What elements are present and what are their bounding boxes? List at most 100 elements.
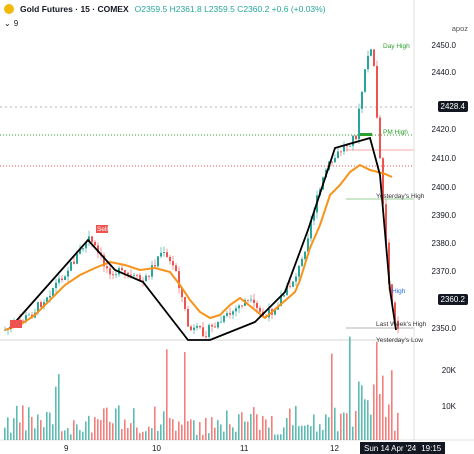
volume-bar (52, 424, 54, 440)
volume-bar (343, 412, 345, 440)
volume-bar (70, 434, 72, 440)
candle-body (88, 236, 90, 242)
volume-bar (316, 431, 318, 440)
volume-bar (232, 427, 234, 440)
candle-body (247, 299, 249, 301)
candle-body (103, 255, 105, 267)
candle-body (208, 325, 210, 337)
volume-bar (106, 407, 108, 440)
volume-bar (280, 434, 282, 440)
volume-bar (367, 400, 369, 440)
candle-body (67, 270, 69, 277)
volume-bar (223, 431, 225, 440)
crosshair-price-tag: 2428.4 (437, 101, 468, 112)
candle-body (394, 302, 396, 321)
volume-bar (37, 414, 39, 440)
volume-bar (46, 412, 48, 440)
candle-body (172, 261, 174, 266)
volume-bar (142, 431, 144, 440)
volume-bar (268, 427, 270, 440)
candle-body (22, 320, 24, 322)
candle-body (82, 248, 84, 250)
volume-bar (298, 426, 300, 440)
candles (4, 48, 399, 339)
candle-body (205, 336, 207, 338)
candle-body (85, 241, 87, 249)
candle-body (346, 145, 348, 147)
candle-body (97, 245, 99, 253)
candle-body (352, 135, 354, 146)
volume-bar (373, 384, 375, 440)
candle-body (193, 327, 195, 331)
time-tick: 10 (152, 444, 161, 453)
scale-mode[interactable]: apoz (451, 24, 468, 33)
volume-bar (166, 349, 168, 440)
day-high-label: Day High (383, 43, 410, 50)
volume-bar (364, 399, 366, 440)
candle-body (283, 295, 285, 297)
candle-body (181, 288, 183, 298)
volume-bar (247, 421, 249, 440)
candle-body (76, 253, 78, 264)
candle-body (124, 270, 126, 273)
candle-body (355, 135, 357, 140)
candle-body (298, 265, 300, 277)
candle-body (367, 55, 369, 70)
candle-body (349, 145, 351, 147)
candle-body (256, 303, 258, 308)
candle-body (391, 284, 393, 303)
candle-body (313, 212, 315, 221)
volume-bar (151, 428, 153, 440)
candle-body (148, 275, 150, 277)
volume-bar (94, 416, 96, 440)
volume-bar (229, 424, 231, 440)
candle-body (133, 274, 135, 276)
volume-bar (163, 411, 165, 440)
volume-bar (256, 414, 258, 440)
time-tick: 11 (240, 444, 249, 453)
volume-bar (346, 413, 348, 440)
sell-signal-marker[interactable] (96, 225, 108, 233)
volume-bar (283, 427, 285, 440)
volume-bar (82, 431, 84, 440)
candle-body (388, 242, 390, 285)
volume-bar (67, 428, 69, 440)
volume-bar (358, 381, 360, 440)
candle-body (190, 326, 192, 331)
volume-bar (226, 410, 228, 440)
symbol-title[interactable]: Gold Futures · 15 · COMEX (20, 4, 129, 14)
candle-body (301, 258, 303, 266)
volume-bar (88, 415, 90, 440)
volume-bar (100, 420, 102, 440)
volume-bar (40, 420, 42, 440)
volume-bar (103, 408, 105, 440)
volume-tick: 20K (441, 366, 456, 375)
candle-body (46, 297, 48, 303)
price-tick: 2380.0 (431, 239, 456, 248)
candle-body (52, 288, 54, 296)
volume-bar (181, 424, 183, 440)
volume-bar (130, 423, 132, 440)
volume-bar (121, 428, 123, 440)
volume-bar (274, 434, 276, 440)
volume-bar (376, 341, 378, 440)
volume-bar (292, 425, 294, 440)
volume-bar (286, 418, 288, 440)
volume-bar (385, 416, 387, 440)
indicator-toggle[interactable]: ⌄ 9 (4, 19, 18, 28)
high-label: High (392, 288, 406, 295)
volume-bar (64, 430, 66, 440)
volume-bar (259, 429, 261, 440)
price-tick: 2450.0 (431, 41, 456, 50)
volume-bar (139, 433, 141, 440)
pm-high-marker (360, 133, 372, 136)
candle-body (376, 65, 378, 118)
sell-signal-marker-2[interactable] (10, 320, 22, 328)
candle-body (223, 315, 225, 322)
volume-bar (379, 394, 381, 440)
candle-body (109, 268, 111, 275)
candle-body (307, 238, 309, 252)
price-tick: 2440.0 (431, 68, 456, 77)
candle-body (154, 265, 156, 267)
